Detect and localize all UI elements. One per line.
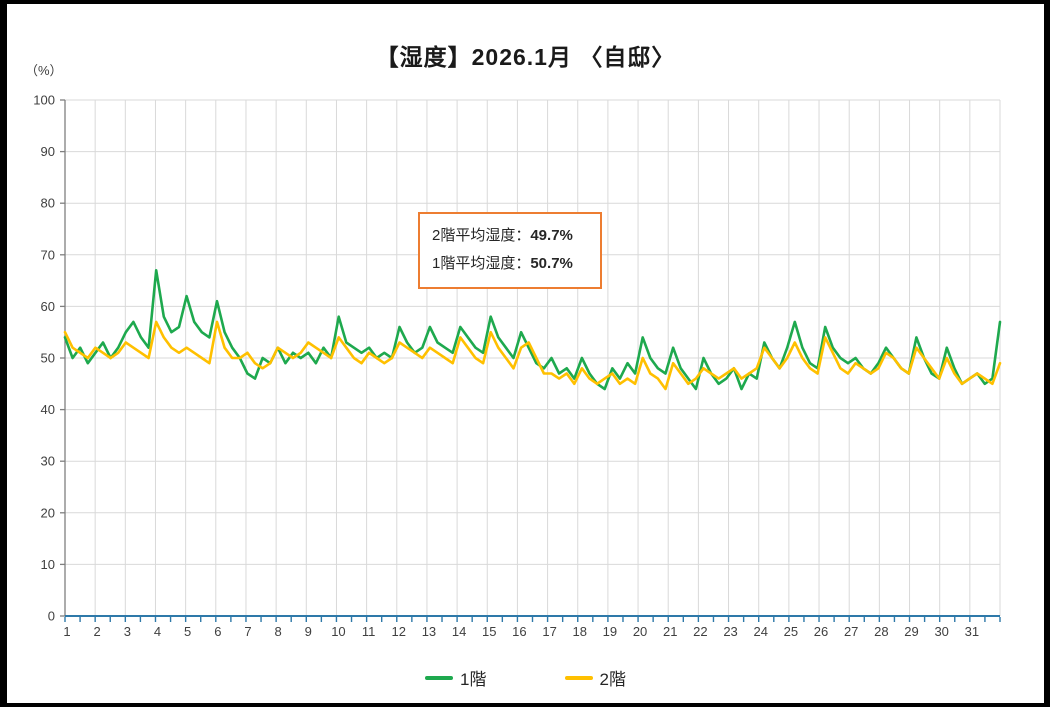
- legend-label-2f: 2階: [599, 670, 626, 689]
- x-tick-label: 3: [124, 624, 131, 639]
- x-tick-label: 7: [244, 624, 251, 639]
- y-tick-label: 10: [41, 557, 55, 572]
- y-tick-label: 60: [41, 299, 55, 314]
- annotation-value: 49.7%: [530, 227, 573, 244]
- x-tick-label: 30: [934, 624, 948, 639]
- x-tick-label: 25: [784, 624, 798, 639]
- x-tick-label: 9: [305, 624, 312, 639]
- annotation-value: 50.7%: [530, 255, 573, 272]
- x-tick-label: 17: [542, 624, 556, 639]
- x-tick-label: 4: [154, 624, 161, 639]
- y-tick-label: 90: [41, 144, 55, 159]
- x-tick-label: 16: [512, 624, 526, 639]
- legend-item-2f: 2階: [564, 665, 626, 690]
- y-tick-label: 70: [41, 247, 55, 262]
- x-tick-label: 15: [482, 624, 496, 639]
- legend-swatch-1f: [425, 675, 454, 680]
- x-tick-label: 23: [723, 624, 737, 639]
- y-axis-unit-label: （%）: [25, 63, 63, 78]
- x-tick-label: 20: [633, 624, 647, 639]
- series-line-2f: [63, 320, 1002, 391]
- y-tick-label: 80: [41, 196, 55, 211]
- annotation-label: 1階平均湿度：: [432, 255, 531, 272]
- chart-title: 【湿度】2026.1月 〈自邸〉: [375, 44, 676, 70]
- x-tick-label: 13: [422, 624, 436, 639]
- x-tick-label: 11: [362, 624, 376, 639]
- x-tick-label: 12: [392, 624, 406, 639]
- x-tick-label: 22: [693, 624, 707, 639]
- x-tick-label: 2: [94, 624, 101, 639]
- annotation-label: 2階平均湿度：: [432, 227, 531, 244]
- chart-legend: 1階 2階: [7, 665, 1044, 690]
- y-tick-label: 30: [41, 454, 55, 469]
- x-tick-label: 5: [184, 624, 191, 639]
- x-tick-label: 18: [573, 624, 587, 639]
- y-tick-label: 100: [33, 93, 55, 108]
- x-tick-label: 29: [904, 624, 918, 639]
- x-tick-label: 1: [63, 624, 70, 639]
- legend-label-1f: 1階: [460, 670, 487, 689]
- x-tick-label: 6: [214, 624, 221, 639]
- x-tick-label: 24: [753, 624, 767, 639]
- x-tick-label: 19: [603, 624, 617, 639]
- x-tick-label: 14: [452, 624, 466, 639]
- annotation-row-2f: 2階平均湿度：49.7%: [432, 222, 588, 250]
- x-tick-label: 21: [663, 624, 677, 639]
- annotation-row-1f: 1階平均湿度：50.7%: [432, 250, 588, 278]
- chart-panel: 【湿度】2026.1月 〈自邸〉 （%） 0 10 20 30 40 50 60 70 80 90…: [7, 4, 1044, 703]
- y-tick-label: 50: [41, 351, 55, 366]
- legend-swatch-2f: [564, 675, 593, 680]
- x-tick-label: 27: [844, 624, 858, 639]
- y-tick-label: 40: [41, 402, 55, 417]
- average-annotation-box: 2階平均湿度：49.7% 1階平均湿度：50.7%: [418, 212, 602, 289]
- series-line-1f: [63, 268, 1002, 391]
- y-tick-label: 20: [41, 505, 55, 520]
- x-tick-label: 10: [331, 624, 345, 639]
- legend-item-1f: 1階: [425, 665, 487, 690]
- y-tick-label: 0: [48, 609, 55, 624]
- x-tick-label: 31: [965, 624, 979, 639]
- x-tick-label: 28: [874, 624, 888, 639]
- x-tick-label: 26: [814, 624, 828, 639]
- x-tick-label: 8: [275, 624, 282, 639]
